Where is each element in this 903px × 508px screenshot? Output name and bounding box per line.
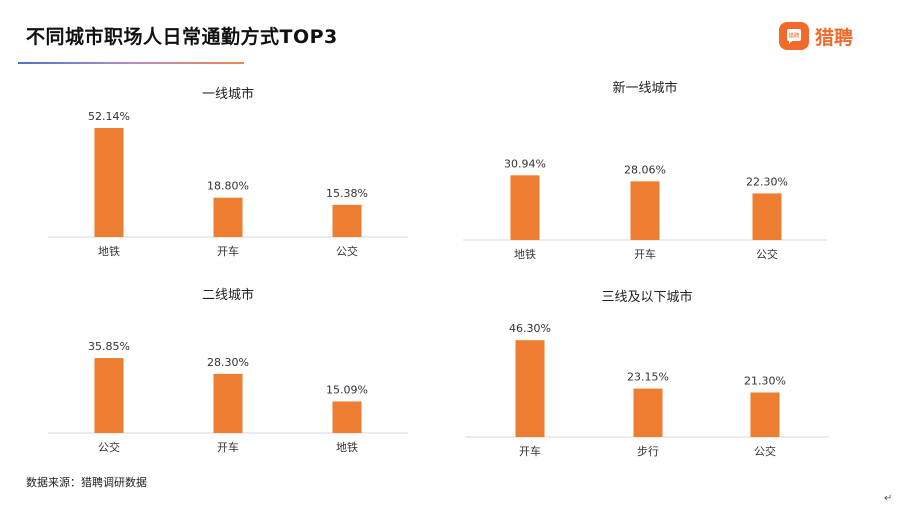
data-label: 30.94%: [504, 157, 546, 170]
category-label: 地铁: [514, 248, 536, 261]
category-label: 开车: [217, 244, 239, 258]
data-label: 28.06%: [624, 163, 666, 176]
data-label: 46.30%: [509, 322, 551, 335]
category-label: 开车: [217, 440, 239, 454]
chart-title: 新一线城市: [612, 80, 677, 96]
bar-1: [94, 358, 124, 433]
data-label: 18.80%: [207, 180, 249, 193]
bar-1: [515, 340, 545, 437]
logo-mark-text: 猎聘: [788, 32, 800, 40]
bar-3: [332, 204, 362, 237]
category-label: 公交: [756, 247, 778, 261]
liepin-logo: 猎聘 猎聘: [779, 22, 853, 50]
bar-2: [213, 197, 243, 237]
return-mark: ↵: [884, 493, 893, 504]
data-label: 15.09%: [326, 383, 368, 396]
bar-2: [630, 181, 660, 240]
bar-3: [750, 392, 780, 437]
data-label: 35.85%: [88, 340, 130, 353]
chart-title: 二线城市: [202, 287, 254, 303]
bar-3: [332, 401, 362, 433]
chart-title: 三线及以下城市: [601, 289, 692, 305]
category-label: 地铁: [336, 441, 358, 454]
data-label: 23.15%: [627, 371, 669, 384]
chart-new-tier1-cities: 新一线城市 30.94% 地铁 28.06% 开车 22.30% 公交: [463, 80, 827, 261]
category-label: 公交: [98, 440, 120, 454]
data-label: 52.14%: [88, 110, 130, 123]
data-label: 22.30%: [746, 175, 788, 188]
chart-title: 一线城市: [202, 86, 254, 102]
logo-text: 猎聘: [815, 26, 854, 49]
logo-icon: 猎聘: [779, 22, 809, 50]
data-label: 21.30%: [744, 374, 786, 387]
chart-tier2-cities: 二线城市 35.85% 公交 28.30% 开车 15.09% 地铁: [48, 287, 408, 454]
category-label: 开车: [519, 444, 541, 458]
category-label: 公交: [336, 244, 358, 258]
bar-3: [752, 193, 782, 240]
chart-tier3-below-cities: 三线及以下城市 46.30% 开车 23.15% 步行 21.30% 公交: [465, 289, 829, 458]
chart-tier1-cities: 一线城市 52.14% 地铁 18.80% 开车 15.38% 公交: [48, 86, 408, 258]
bar-2: [213, 373, 243, 433]
category-label: 公交: [754, 444, 776, 458]
page-title: 不同城市职场人日常通勤方式TOP3: [26, 26, 338, 48]
data-label: 15.38%: [326, 187, 368, 200]
category-label: 步行: [637, 445, 659, 458]
bar-1: [94, 128, 124, 237]
category-label: 开车: [634, 247, 656, 261]
bar-2: [633, 388, 663, 437]
category-label: 地铁: [98, 245, 120, 258]
data-label: 28.30%: [207, 356, 249, 369]
bar-1: [510, 175, 540, 240]
data-source-note: 数据来源：猎聘调研数据: [26, 476, 147, 489]
title-underline: [18, 62, 244, 64]
